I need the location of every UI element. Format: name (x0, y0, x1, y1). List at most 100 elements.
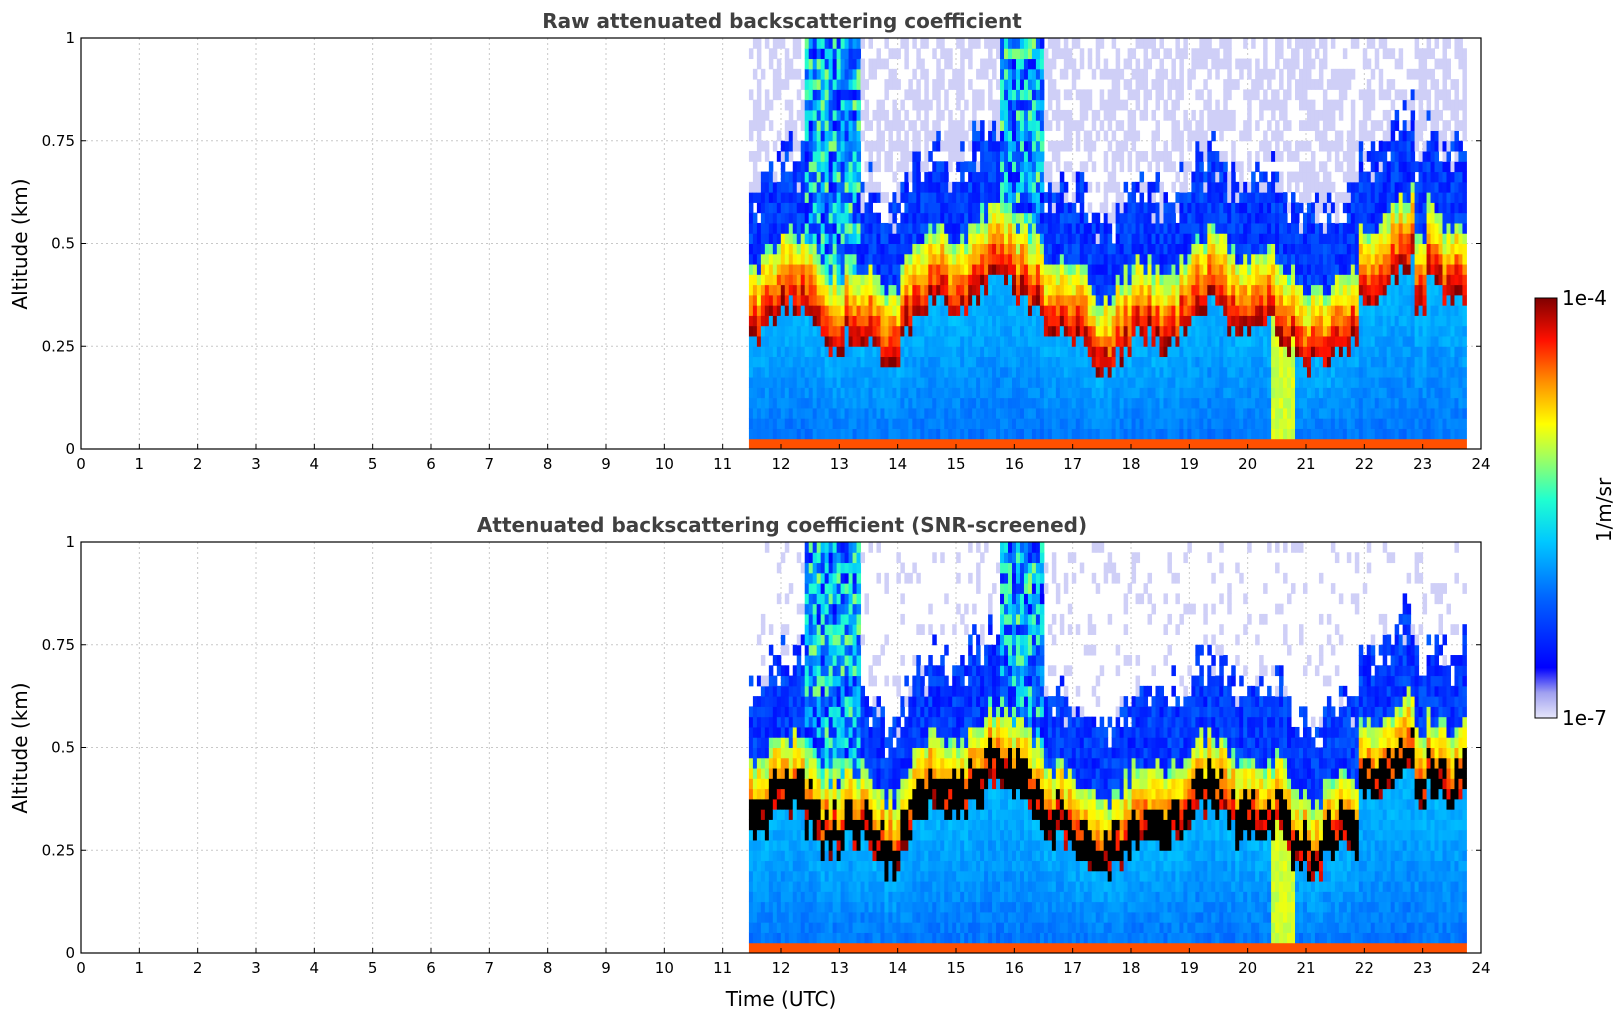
heatmap-cell (1259, 264, 1264, 275)
heatmap-cell (868, 407, 873, 419)
heatmap-cell (956, 274, 961, 286)
heatmap-cell (1095, 243, 1101, 255)
heatmap-cell (1159, 294, 1164, 306)
heatmap-cell (1183, 243, 1188, 255)
heatmap-cell (916, 79, 921, 90)
heatmap-cell (904, 89, 909, 101)
heatmap-cell (796, 294, 802, 306)
heatmap-cell (1251, 305, 1256, 316)
heatmap-cell (1183, 346, 1188, 358)
heatmap-cell (1310, 438, 1316, 450)
heatmap-cell (1059, 294, 1065, 306)
heatmap-cell (820, 346, 826, 358)
heatmap-cell (1207, 109, 1212, 121)
heatmap-cell (1019, 222, 1025, 234)
heatmap-cell (752, 356, 758, 368)
heatmap-cell (800, 315, 806, 327)
heatmap-cell (1171, 181, 1176, 193)
heatmap-cell (1103, 418, 1109, 429)
heatmap-cell (800, 305, 806, 316)
heatmap-cell (920, 356, 925, 368)
heatmap-cell (1131, 407, 1137, 419)
heatmap-cell (936, 161, 941, 173)
heatmap-cell (780, 325, 786, 337)
heatmap-cell (924, 192, 929, 203)
heatmap-cell (1015, 68, 1021, 80)
heatmap-cell (1227, 294, 1232, 306)
heatmap-cell (1191, 325, 1196, 337)
heatmap-cell (912, 356, 917, 368)
heatmap-cell (1147, 377, 1153, 388)
heatmap-cell (868, 192, 873, 203)
heatmap-cell (824, 89, 830, 101)
heatmap-cell (1151, 151, 1156, 162)
heatmap-cell (828, 68, 834, 80)
heatmap-cell (1043, 222, 1049, 234)
heatmap-cell (996, 356, 1001, 368)
heatmap-cell (892, 274, 897, 286)
heatmap-cell (988, 315, 993, 327)
heatmap-cell (940, 274, 945, 286)
heatmap-cell (748, 120, 754, 131)
heatmap-cell (1039, 79, 1045, 90)
heatmap-cell (784, 438, 790, 450)
heatmap-cell (832, 407, 838, 419)
heatmap-cell (924, 377, 929, 388)
heatmap-cell (752, 305, 758, 316)
heatmap-cell (1004, 377, 1009, 388)
heatmap-cell (912, 222, 917, 234)
heatmap-cell (1227, 377, 1232, 388)
heatmap-cell (924, 243, 929, 255)
heatmap-cell (828, 284, 834, 296)
heatmap-cell (816, 161, 822, 173)
heatmap-cell (776, 335, 782, 347)
heatmap-cell (1195, 346, 1200, 358)
heatmap-cell (828, 161, 834, 173)
heatmap-cell (1063, 48, 1069, 60)
heatmap-cell (1255, 274, 1260, 286)
heatmap-cell (1255, 212, 1260, 224)
heatmap-cell (768, 48, 774, 60)
heatmap-cell (936, 192, 941, 203)
heatmap-cell (1191, 418, 1196, 429)
heatmap-cell (1143, 325, 1149, 337)
heatmap-cell (1127, 233, 1133, 245)
heatmap-cell (1083, 438, 1089, 450)
heatmap-cell (1079, 264, 1085, 275)
heatmap-cell (1087, 346, 1093, 358)
heatmap-cell (1111, 79, 1117, 90)
heatmap-cell (1283, 305, 1288, 316)
heatmap-cell (1163, 418, 1168, 429)
heatmap-cell (864, 294, 869, 306)
heatmap-cell (764, 38, 770, 49)
heatmap-cell (1243, 58, 1248, 70)
heatmap-cell (1302, 264, 1308, 275)
heatmap-cell (844, 407, 850, 419)
heatmap-cell (1255, 284, 1260, 296)
heatmap-cell (1039, 161, 1045, 173)
heatmap-cell (1111, 253, 1117, 265)
heatmap-cell (1275, 120, 1280, 131)
heatmap-cell (852, 315, 858, 327)
heatmap-cell (956, 222, 961, 234)
heatmap-cell (1267, 253, 1272, 265)
heatmap-cell (896, 79, 901, 90)
heatmap-cell (944, 212, 949, 224)
heatmap-cell (1051, 48, 1057, 60)
heatmap-cell (836, 109, 842, 121)
heatmap-cell (1135, 130, 1141, 142)
heatmap-cell (948, 181, 953, 193)
heatmap-cell (1023, 212, 1029, 224)
heatmap-cell (816, 99, 822, 111)
heatmap-cell (756, 335, 762, 347)
heatmap-cell (1314, 233, 1320, 245)
heatmap-cell (828, 79, 834, 90)
heatmap-cell (1207, 181, 1212, 193)
heatmap-cell (1087, 222, 1093, 234)
heatmap-cell (1195, 397, 1200, 409)
heatmap-cell (1211, 151, 1216, 162)
heatmap-cell (852, 253, 858, 265)
heatmap-cell (976, 243, 981, 255)
heatmap-cell (1243, 418, 1248, 429)
heatmap-cell (868, 377, 873, 388)
